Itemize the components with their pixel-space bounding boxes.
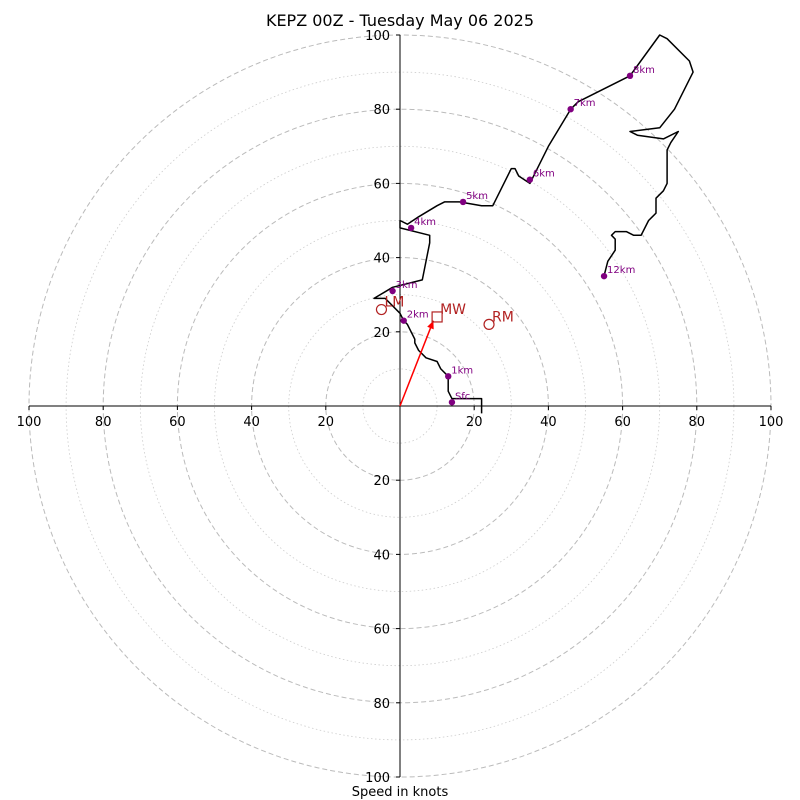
chart-title: KEPZ 00Z - Tuesday May 06 2025 <box>266 11 534 30</box>
y-tick-label: 60 <box>373 177 390 192</box>
y-tick-label: 100 <box>365 29 390 44</box>
height-marker-label: 4km <box>414 217 436 228</box>
y-tick-label: 60 <box>373 623 390 638</box>
x-tick-label: 40 <box>540 415 557 430</box>
y-tick-label: 40 <box>373 548 390 563</box>
hodograph-line <box>373 34 694 414</box>
storm-motions: LM MW RM <box>375 295 514 407</box>
height-marker-label: 12km <box>607 265 635 276</box>
height-marker-label: 5km <box>466 191 488 202</box>
axis-ticks: 100 80 60 40 20 20 40 60 80 100 100 80 60 40 20 20 40 60 8… <box>17 29 784 786</box>
height-marker-dot <box>445 373 452 380</box>
x-tick-label: 80 <box>689 415 706 430</box>
height-markers: Sfc 1km 2km 3km 4km 5km 6km 7km 8km 12km <box>389 65 655 406</box>
x-tick-label: 80 <box>95 415 112 430</box>
storm-motion-square <box>431 311 443 323</box>
height-marker-dot <box>526 176 534 183</box>
y-tick-label: 20 <box>373 474 390 489</box>
height-marker-label: 3km <box>396 280 418 291</box>
height-marker-dot <box>448 399 456 406</box>
height-marker-dot <box>389 287 396 295</box>
x-tick-label: 100 <box>17 415 42 430</box>
height-marker-label: 1km <box>451 365 473 376</box>
height-marker-dot <box>600 272 608 280</box>
y-tick-label: 80 <box>373 103 390 118</box>
height-marker-dot <box>407 224 415 232</box>
x-axis-label: Speed in knots <box>352 785 449 800</box>
storm-motion-label: RM <box>492 309 514 325</box>
height-marker-label: Sfc <box>455 391 470 402</box>
x-tick-label: 100 <box>759 415 784 430</box>
x-tick-label: 40 <box>243 415 260 430</box>
height-marker-dot <box>626 72 634 80</box>
y-tick-label: 80 <box>373 697 390 712</box>
storm-motion-label: MW <box>440 302 466 318</box>
height-marker-label: 7km <box>574 98 596 109</box>
storm-motion-circle <box>483 318 495 330</box>
y-tick-label: 100 <box>365 771 390 786</box>
height-marker-dot <box>567 106 574 113</box>
hodograph-trace <box>373 34 694 414</box>
height-marker-label: 8km <box>633 65 655 76</box>
storm-motion-circle <box>375 303 388 316</box>
shear-vector-line <box>399 320 435 407</box>
x-tick-label: 20 <box>466 415 483 430</box>
height-marker-dot <box>400 317 407 324</box>
y-tick-label: 40 <box>373 252 390 267</box>
height-marker-label: 2km <box>407 310 429 321</box>
x-tick-label: 60 <box>169 415 186 430</box>
storm-motion-label: LM <box>384 295 404 311</box>
height-marker-dot <box>459 198 467 206</box>
x-tick-label: 60 <box>614 415 631 430</box>
y-tick-label: 20 <box>373 326 390 341</box>
shear-vector-arrowhead <box>427 320 434 330</box>
height-marker-label: 6km <box>533 169 555 180</box>
x-tick-label: 20 <box>318 415 335 430</box>
